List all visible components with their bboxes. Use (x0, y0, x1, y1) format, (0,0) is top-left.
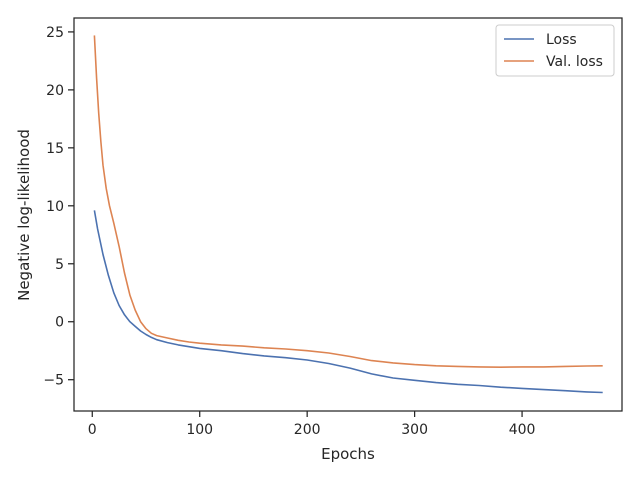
y-tick-label: −5 (43, 373, 64, 389)
x-tick-label: 300 (401, 422, 428, 438)
y-tick-label: 5 (55, 257, 64, 273)
y-tick-label: 20 (46, 83, 64, 99)
series-line-val-loss (93, 35, 603, 369)
series-layer (93, 35, 603, 394)
x-tick-label: 200 (294, 422, 321, 438)
x-axis-ticks: 0 100 200 300 400 (88, 411, 536, 438)
y-axis-ticks: −5 0 5 10 15 20 25 (43, 25, 74, 389)
x-tick-label: 0 (88, 422, 97, 438)
x-tick-label: 400 (509, 422, 536, 438)
plot-frame (73, 17, 623, 412)
y-tick-label: 25 (46, 25, 64, 41)
y-tick-label: 10 (46, 199, 64, 215)
series-line-loss (93, 210, 603, 394)
y-axis-label: Negative log-likelihood (15, 129, 33, 301)
y-tick-label: 0 (55, 315, 64, 331)
y-tick-label: 15 (46, 141, 64, 157)
legend-loss-label: Loss (546, 32, 577, 48)
legend-box (495, 24, 615, 77)
x-tick-label: 100 (186, 422, 213, 438)
x-axis-label: Epochs (321, 445, 375, 463)
legend: Loss Val. loss (495, 24, 615, 77)
legend-val-loss-label: Val. loss (546, 54, 603, 70)
